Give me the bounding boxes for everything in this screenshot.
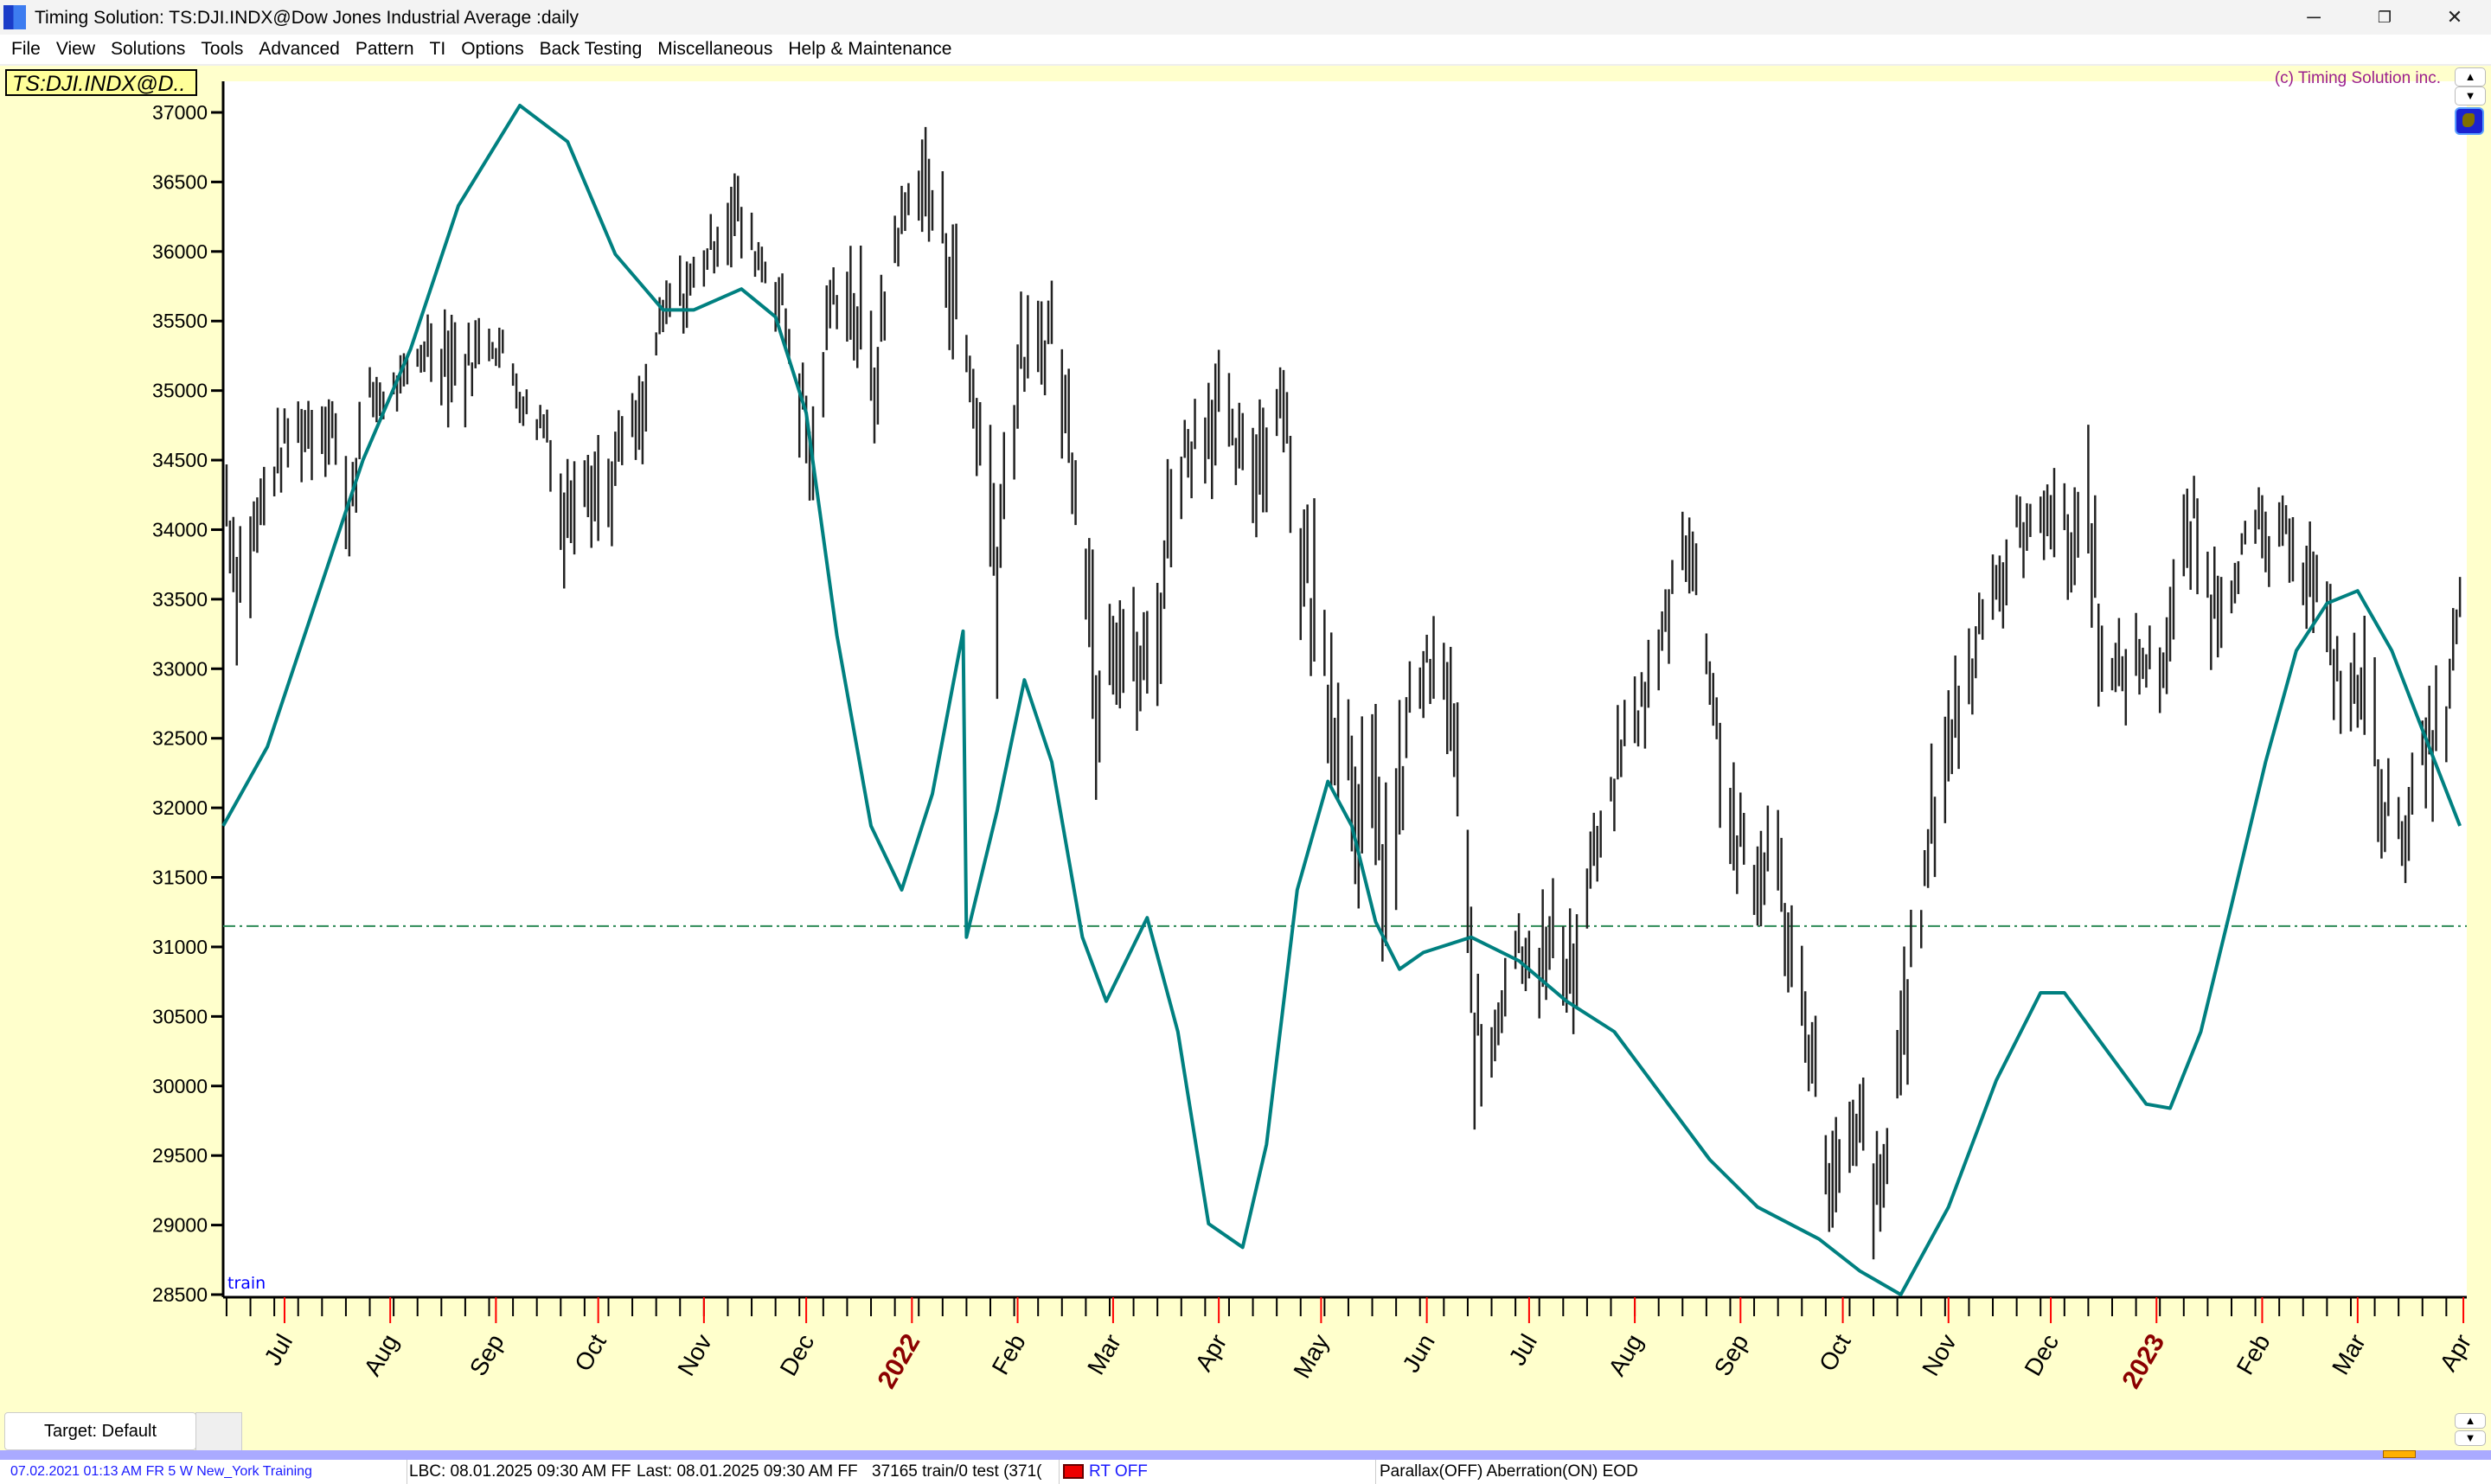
x-tick-label: Sep <box>464 1330 509 1381</box>
menu-ti[interactable]: TI <box>429 39 446 59</box>
y-tick-label: 28500 <box>152 1283 208 1306</box>
minimize-button[interactable]: ─ <box>2307 6 2321 28</box>
x-tick-label: Apr <box>1190 1330 1233 1376</box>
x-tick-label: 2023 <box>2116 1329 2170 1393</box>
x-tick-label: Jul <box>259 1330 298 1371</box>
y-tick-label: 35500 <box>152 310 208 332</box>
y-tick-label: 36500 <box>152 170 208 193</box>
y-tick-label: 36000 <box>152 240 208 263</box>
x-tick-label: Nov <box>1917 1330 1962 1381</box>
menu-back-testing[interactable]: Back Testing <box>539 39 643 59</box>
x-tick-label: Mar <box>1082 1330 1126 1379</box>
menu-options[interactable]: Options <box>461 39 524 59</box>
y-tick-label: 33500 <box>152 588 208 611</box>
x-tick-label: Jun <box>1397 1330 1439 1378</box>
globe-icon[interactable] <box>2455 107 2484 135</box>
menu-help-maintenance[interactable]: Help & Maintenance <box>788 39 952 59</box>
app-logo-icon <box>3 5 26 29</box>
timeline-strip[interactable] <box>0 1450 2491 1460</box>
x-tick-label: Nov <box>672 1330 717 1381</box>
status-bar: 07.02.2021 01:13 AM FR 5 W New_York Trai… <box>0 1460 2491 1484</box>
y-tick-label: 32000 <box>152 796 208 819</box>
x-tick-label: Dec <box>2019 1330 2064 1381</box>
y-tick-label: 34500 <box>152 449 208 471</box>
rt-indicator-icon <box>1063 1464 1084 1480</box>
x-tick-label: Feb <box>987 1330 1031 1379</box>
status-rt-label: RT OFF <box>1089 1462 1148 1481</box>
y-tick-label: 33000 <box>152 657 208 680</box>
y-tick-label: 30000 <box>152 1075 208 1097</box>
y-tick-label: 31000 <box>152 936 208 958</box>
symbol-label[interactable]: TS:DJI.INDX@D.. <box>5 69 197 96</box>
plot-area[interactable] <box>223 81 2467 1297</box>
scroll-down-button[interactable]: ▼ <box>2455 86 2486 106</box>
x-tick-label: Aug <box>359 1330 404 1381</box>
target-button[interactable]: Target: Default <box>4 1412 196 1450</box>
x-tick-label: Oct <box>569 1329 612 1375</box>
menu-file[interactable]: File <box>11 39 41 59</box>
status-lbc: LBC: 08.01.2025 09:30 AM FF <box>407 1460 636 1484</box>
x-tick-label: Oct <box>1814 1329 1856 1375</box>
status-last: Last: 08.01.2025 09:30 AM FF <box>637 1462 858 1481</box>
x-tick-label: 2022 <box>872 1329 925 1393</box>
timeline-marker[interactable] <box>2383 1450 2416 1458</box>
scroll-up-button[interactable]: ▲ <box>2455 67 2486 86</box>
status-datetime: 07.02.2021 01:13 AM FR 5 W New_York Trai… <box>10 1464 312 1479</box>
menu-pattern[interactable]: Pattern <box>355 39 414 59</box>
status-rt[interactable]: RT OFF <box>1059 1460 1322 1484</box>
y-tick-label: 29000 <box>152 1214 208 1237</box>
x-tick-label: Apr <box>2435 1330 2477 1376</box>
x-tick-label: Feb <box>2232 1330 2276 1379</box>
status-flags: Parallax(OFF) Aberration(ON) EOD <box>1375 1460 1899 1484</box>
x-tick-label: Mar <box>2327 1330 2371 1379</box>
y-tick-label: 32500 <box>152 727 208 750</box>
x-tick-label: Aug <box>1604 1330 1649 1381</box>
menu-bar: File View Solutions Tools Advanced Pattern TI O… <box>0 35 2491 66</box>
bottom-scroll-up-button[interactable]: ▲ <box>2455 1413 2486 1429</box>
menu-tools[interactable]: Tools <box>201 39 244 59</box>
x-tick-label: May <box>1288 1330 1334 1383</box>
train-region-label: train <box>227 1274 266 1293</box>
bottom-scroll-down-button[interactable]: ▼ <box>2455 1430 2486 1446</box>
y-tick-label: 30500 <box>152 1005 208 1027</box>
restore-button[interactable]: ❐ <box>2377 9 2392 26</box>
y-tick-label: 31500 <box>152 867 208 889</box>
projection-curve[interactable] <box>221 104 2462 1296</box>
target-panel-filler <box>195 1412 242 1452</box>
y-tick-label: 35000 <box>152 380 208 402</box>
status-train-info: 37165 train/0 test (371( <box>872 1462 1042 1481</box>
copyright-text: (c) Timing Solution inc. <box>2274 69 2441 87</box>
menu-view[interactable]: View <box>55 39 95 59</box>
window-title: Timing Solution: TS:DJI.INDX@Dow Jones I… <box>35 8 580 28</box>
menu-miscellaneous[interactable]: Miscellaneous <box>657 39 773 59</box>
y-tick-label: 29500 <box>152 1144 208 1167</box>
y-tick-label: 37000 <box>152 101 208 124</box>
menu-solutions[interactable]: Solutions <box>110 39 186 59</box>
x-tick-label: Dec <box>775 1330 820 1381</box>
y-tick-label: 34000 <box>152 518 208 541</box>
close-button[interactable]: ✕ <box>2446 6 2463 28</box>
menu-advanced[interactable]: Advanced <box>259 39 340 59</box>
x-tick-label: Sep <box>1709 1330 1754 1381</box>
title-bar: Timing Solution: TS:DJI.INDX@Dow Jones I… <box>0 0 2491 35</box>
x-tick-label: Jul <box>1503 1330 1542 1371</box>
